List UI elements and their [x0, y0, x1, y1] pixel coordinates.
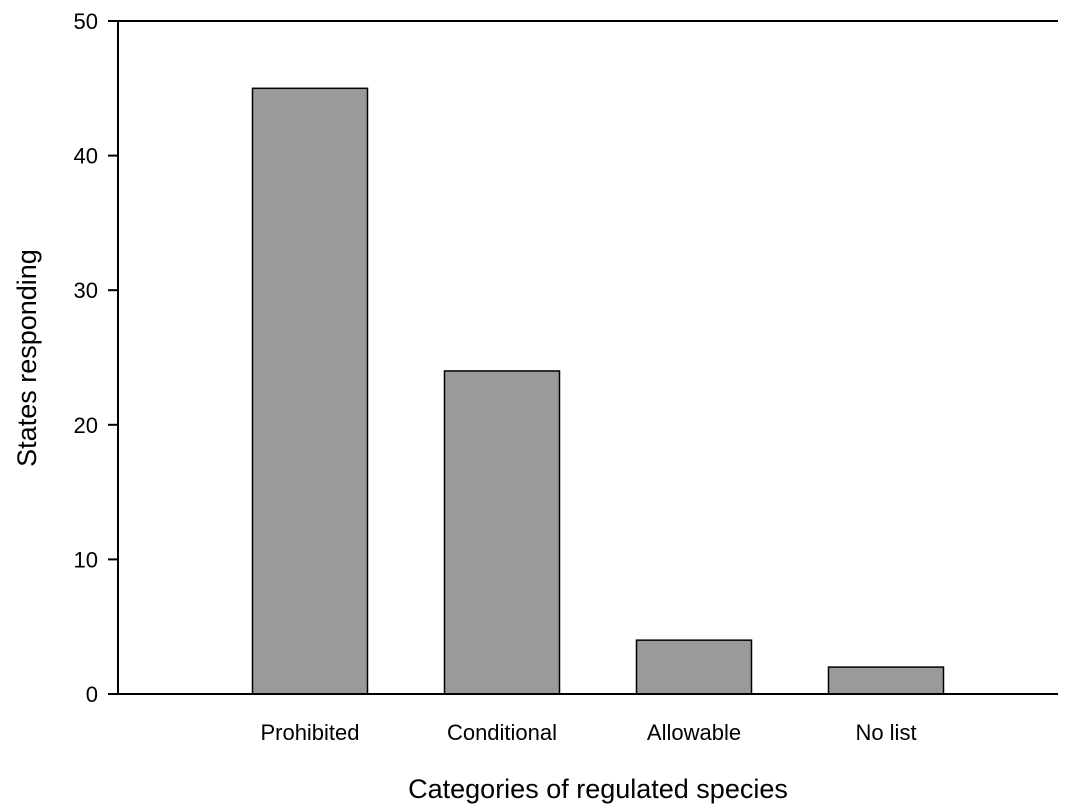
- y-tick-label: 40: [74, 144, 98, 169]
- y-tick-label: 0: [86, 682, 98, 707]
- labels-layer: Prohibited Conditional Allowable No list 0 10…: [74, 9, 917, 745]
- bar-no-list: [827, 666, 945, 695]
- x-tick-label: Prohibited: [260, 720, 359, 745]
- axes-layer: [108, 20, 1058, 695]
- x-axis-title: Categories of regulated species: [408, 774, 788, 804]
- x-tick-label: No list: [855, 720, 916, 745]
- y-tick-label: 50: [74, 9, 98, 34]
- y-tick-label: 10: [74, 547, 98, 572]
- y-axis-title: States responding: [12, 249, 42, 467]
- y-tick-label: 20: [74, 413, 98, 438]
- x-tick-label: Allowable: [647, 720, 741, 745]
- bar-conditional: [443, 370, 561, 695]
- bar-allowable: [635, 639, 753, 695]
- y-tick-label: 30: [74, 278, 98, 303]
- x-tick-label: Conditional: [447, 720, 557, 745]
- bar-prohibited: [251, 87, 369, 695]
- bars-layer: [251, 87, 945, 695]
